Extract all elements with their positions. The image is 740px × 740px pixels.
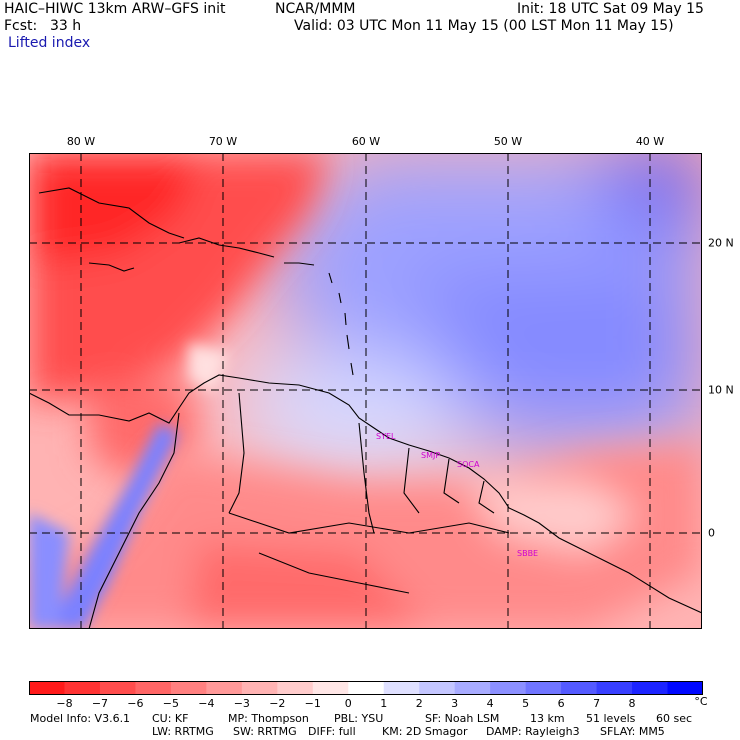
colorbar-tick-label: −1	[304, 697, 321, 710]
colorbar-swatch	[277, 681, 314, 695]
station-smjp: SMJP	[421, 451, 440, 460]
lifted-index-map: SYEL SMJP SOCA SBBE	[29, 153, 702, 629]
colorbar-swatch	[135, 681, 172, 695]
colorbar-tick-label: 5	[522, 697, 530, 710]
colorbar-tick-label: −8	[56, 697, 73, 710]
colorbar-swatch	[525, 681, 562, 695]
colorbar-swatch	[454, 681, 491, 695]
colorbar-tick-label: 1	[380, 697, 388, 710]
colorbar-swatch	[241, 681, 278, 695]
footer-km: KM: 2D Smagor	[382, 725, 468, 738]
field-name: Lifted index	[8, 35, 91, 51]
colorbar-swatch	[64, 681, 101, 695]
footer-timestep: 60 sec	[656, 712, 693, 725]
footer-levels: 51 levels	[586, 712, 636, 725]
colorbar-swatch	[348, 681, 385, 695]
colorbar-tick-label: −2	[269, 697, 286, 710]
colorbar-tick-label: −6	[127, 697, 144, 710]
footer-sflay: SFLAY: MM5	[600, 725, 665, 738]
colorbar-tick-label: −4	[198, 697, 215, 710]
colorbar-swatch	[561, 681, 598, 695]
colorbar-tick-label: 6	[557, 697, 565, 710]
footer-sf: SF: Noah LSM	[425, 712, 500, 725]
forecast-label: Fcst:	[4, 18, 38, 34]
footer-resolution: 13 km	[530, 712, 565, 725]
colorbar-tick-label: −5	[162, 697, 179, 710]
valid-time: Valid: 03 UTC Mon 11 May 15 (00 LST Mon …	[294, 18, 674, 34]
colorbar-swatch	[206, 681, 243, 695]
colorbar-frame	[29, 681, 703, 695]
colorbar-swatch	[596, 681, 633, 695]
lon-label-50w: 50 W	[493, 135, 523, 148]
colorbar-tick-label: −3	[233, 697, 250, 710]
footer-diff: DIFF: full	[308, 725, 356, 738]
station-soca: SOCA	[457, 460, 480, 469]
colorbar-tick-label: −7	[91, 697, 109, 710]
colorbar-tick-label: 4	[486, 697, 494, 710]
colorbar-swatch	[312, 681, 349, 695]
colorbar-tick-label: 8	[628, 697, 636, 710]
colorbar-swatch	[170, 681, 207, 695]
station-syel: SYEL	[376, 432, 396, 441]
footer-cu: CU: KF	[152, 712, 189, 725]
map-frame	[29, 153, 702, 629]
lat-label-equator: 0	[708, 526, 715, 540]
lon-label-40w: 40 W	[635, 135, 665, 148]
colorbar-tick-label: 2	[415, 697, 423, 710]
map-canvas: SYEL SMJP SOCA SBBE	[29, 153, 702, 629]
footer-model-info: Model Info: V3.6.1	[30, 712, 131, 725]
colorbar-tick-label: 0	[344, 697, 352, 710]
colorbar-swatch	[99, 681, 136, 695]
lon-label-80w: 80 W	[66, 135, 96, 148]
footer-lw: LW: RRTMG	[152, 725, 214, 738]
colorbar-tick-label: 7	[593, 697, 601, 710]
graticule	[29, 153, 702, 629]
coastlines	[29, 187, 702, 629]
colorbar-unit: °C	[694, 695, 708, 708]
footer-mp: MP: Thompson	[228, 712, 309, 725]
init-time: Init: 18 UTC Sat 09 May 15	[517, 1, 704, 17]
colorbar-swatch	[667, 681, 703, 695]
footer-sw: SW: RRTMG	[233, 725, 297, 738]
model-title: HAIC–HIWC 13km ARW–GFS init	[4, 1, 226, 17]
lon-label-70w: 70 W	[208, 135, 238, 148]
lat-label-20n: 20 N	[708, 236, 734, 250]
lat-label-10n: 10 N	[708, 383, 734, 397]
lon-label-60w: 60 W	[351, 135, 381, 148]
colorbar-swatch	[490, 681, 527, 695]
footer-damp: DAMP: Rayleigh3	[486, 725, 580, 738]
lifted-index-field: SYEL SMJP SOCA SBBE	[29, 153, 702, 629]
colorbar-swatch	[632, 681, 669, 695]
forecast-hour: 33 h	[50, 18, 82, 34]
organization: NCAR/MMM	[275, 1, 356, 17]
colorbar-swatch	[419, 681, 456, 695]
colorbar-tick-label: 3	[451, 697, 459, 710]
colorbar-swatch	[383, 681, 420, 695]
colorbar-swatch	[29, 681, 65, 695]
station-sbbe: SBBE	[517, 549, 538, 558]
colorbar	[29, 681, 703, 695]
footer-pbl: PBL: YSU	[334, 712, 384, 725]
